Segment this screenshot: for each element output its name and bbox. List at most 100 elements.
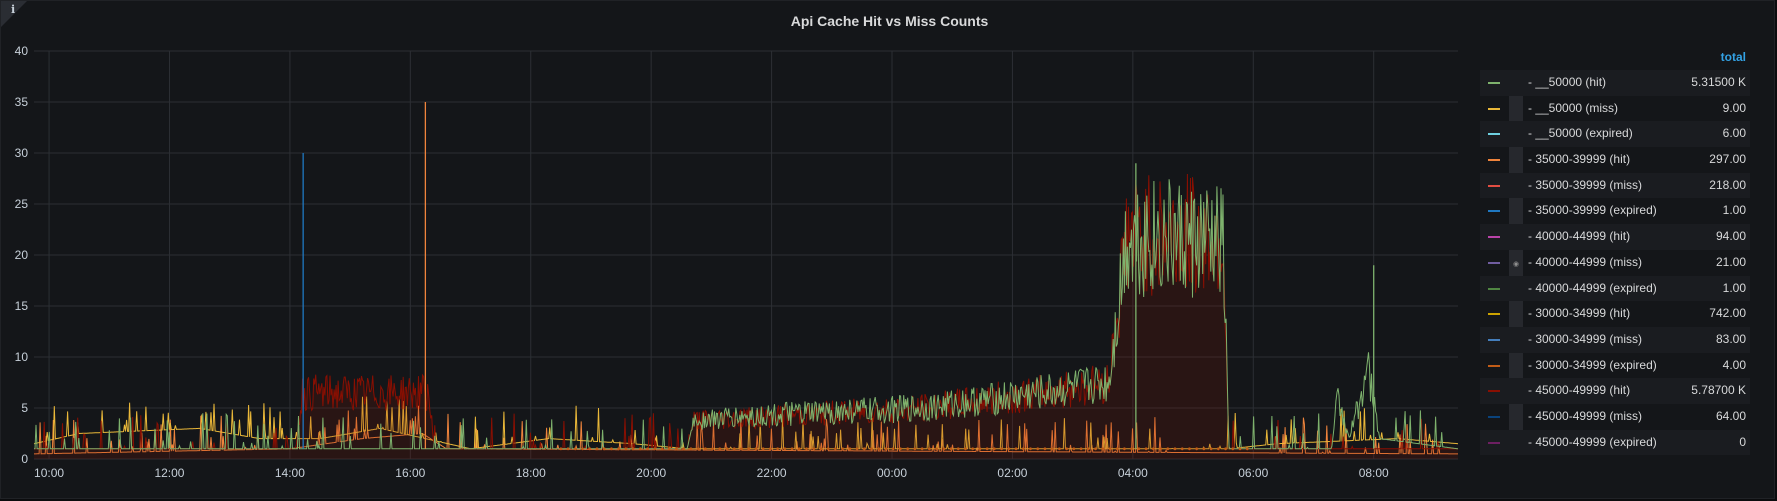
legend-series-name: - 30000-34999 (hit) [1528, 306, 1631, 321]
series-point [1238, 447, 1242, 451]
y-tick-label: 15 [15, 299, 29, 313]
legend-item[interactable]: - __50000 (miss) 9.00 [1480, 96, 1750, 122]
x-tick-label: 08:00 [1359, 466, 1389, 480]
series-point [1115, 447, 1119, 451]
legend-total-value: 0 [1739, 434, 1746, 449]
legend-swatch [1488, 261, 1500, 264]
series-point [638, 447, 642, 451]
series-point [891, 447, 895, 451]
legend-total-value: 742.00 [1709, 306, 1746, 321]
series-point [646, 447, 649, 451]
series-point [631, 447, 635, 451]
series-point [805, 447, 808, 451]
series-point [768, 447, 772, 451]
series-point [1072, 447, 1076, 451]
info-icon[interactable]: i [11, 3, 16, 16]
y-tick-label: 20 [15, 248, 29, 262]
legend-series-name: - 40000-44999 (expired) [1528, 280, 1657, 295]
legend-series-name: - 45000-49999 (miss) [1528, 408, 1643, 423]
legend-series-name: - 35000-39999 (hit) [1528, 152, 1631, 167]
legend-item[interactable]: - 45000-49999 (miss) 64.00 [1480, 404, 1750, 430]
legend-series-name: - 35000-39999 (miss) [1528, 177, 1643, 192]
legend-total-value: 297.00 [1709, 152, 1746, 167]
series-point [841, 447, 845, 451]
series-point [1173, 447, 1177, 451]
legend-total-value: 9.00 [1722, 100, 1746, 115]
panel-corner[interactable] [1, 1, 27, 27]
legend-total-value: 5.78700 K [1691, 383, 1746, 398]
legend-item[interactable]: - 30000-34999 (hit) 742.00 [1480, 301, 1750, 327]
series-point [797, 447, 801, 451]
series-point [703, 447, 707, 451]
legend: total - __50000 (hit) 5.31500 K- __50000 … [1480, 44, 1750, 456]
series-point [1180, 447, 1184, 451]
series-point [682, 447, 686, 451]
series-point [812, 447, 816, 451]
legend-item[interactable]: - 45000-49999 (hit) 5.78700 K [1480, 378, 1750, 404]
x-tick-label: 22:00 [757, 466, 787, 480]
series-point [1079, 447, 1083, 451]
legend-header-total[interactable]: total [1720, 50, 1746, 64]
legend-item[interactable]: - __50000 (expired) 6.00 [1480, 121, 1750, 148]
legend-item[interactable]: - 40000-44999 (miss) 21.00 [1480, 250, 1750, 276]
series-point [595, 447, 599, 451]
series-point [790, 447, 794, 451]
legend-item[interactable]: - 40000-44999 (expired) 1.00 [1480, 275, 1750, 302]
legend-series-name: - 35000-39999 (expired) [1528, 203, 1657, 218]
legend-resize-handle[interactable]: ◉ [1509, 75, 1523, 450]
series-point [559, 447, 563, 451]
legend-item[interactable]: - 35000-39999 (miss) 218.00 [1480, 172, 1750, 199]
series-point [1144, 447, 1148, 451]
series-point [732, 447, 736, 451]
legend-total-value: 218.00 [1709, 177, 1746, 192]
series-point [1086, 447, 1090, 451]
series-point [1130, 447, 1134, 451]
y-tick-label: 10 [15, 350, 29, 364]
x-tick-label: 14:00 [275, 466, 305, 480]
series-point [884, 447, 888, 451]
series-point [761, 447, 765, 451]
series-point [826, 447, 830, 451]
series-point [581, 447, 584, 451]
legend-series-name: - 40000-44999 (hit) [1528, 229, 1631, 244]
drag-handle-icon: ◉ [1513, 261, 1520, 268]
legend-item[interactable]: - 30000-34999 (expired) 4.00 [1480, 353, 1750, 379]
x-tick-label: 10:00 [34, 466, 64, 480]
series-point [602, 447, 606, 451]
panel-title[interactable]: Api Cache Hit vs Miss Counts [790, 13, 989, 29]
legend-total-value: 4.00 [1722, 357, 1746, 372]
series-point [1000, 447, 1003, 451]
legend-item[interactable]: - 40000-44999 (hit) 94.00 [1480, 224, 1750, 250]
legend-series-name: - 45000-49999 (hit) [1528, 383, 1631, 398]
series-point [689, 447, 693, 451]
series-point [1036, 447, 1040, 451]
series-point [711, 447, 714, 451]
legend-total-value: 64.00 [1715, 408, 1746, 423]
y-tick-label: 30 [15, 146, 29, 160]
series-point [1231, 447, 1235, 451]
y-tick-label: 25 [15, 197, 29, 211]
legend-swatch [1488, 184, 1500, 187]
series-point [964, 447, 967, 451]
series-point [819, 447, 823, 451]
series-point [1043, 447, 1047, 451]
legend-swatch [1488, 236, 1500, 239]
y-tick-label: 5 [21, 401, 28, 415]
legend-swatch [1488, 159, 1500, 162]
legend-item[interactable]: - 35000-39999 (hit) 297.00 [1480, 147, 1750, 173]
series-point [1108, 447, 1112, 451]
series-point [971, 447, 975, 451]
legend-item[interactable]: - 45000-49999 (expired) 0 [1480, 429, 1750, 456]
legend-series-name: - __50000 (expired) [1528, 126, 1633, 141]
series-point [834, 447, 837, 451]
series-point [725, 447, 729, 451]
legend-item[interactable]: - __50000 (hit) 5.31500 K [1480, 70, 1750, 96]
legend-series-name: - __50000 (miss) [1528, 100, 1619, 115]
legend-item[interactable]: - 35000-39999 (expired) 1.00 [1480, 198, 1750, 224]
series-point [1188, 447, 1191, 451]
series-point [1065, 447, 1069, 451]
legend-swatch [1488, 364, 1500, 367]
series-point [1209, 447, 1213, 451]
legend-item[interactable]: - 30000-34999 (miss) 83.00 [1480, 326, 1750, 353]
legend-series-name: - 40000-44999 (miss) [1528, 254, 1643, 269]
